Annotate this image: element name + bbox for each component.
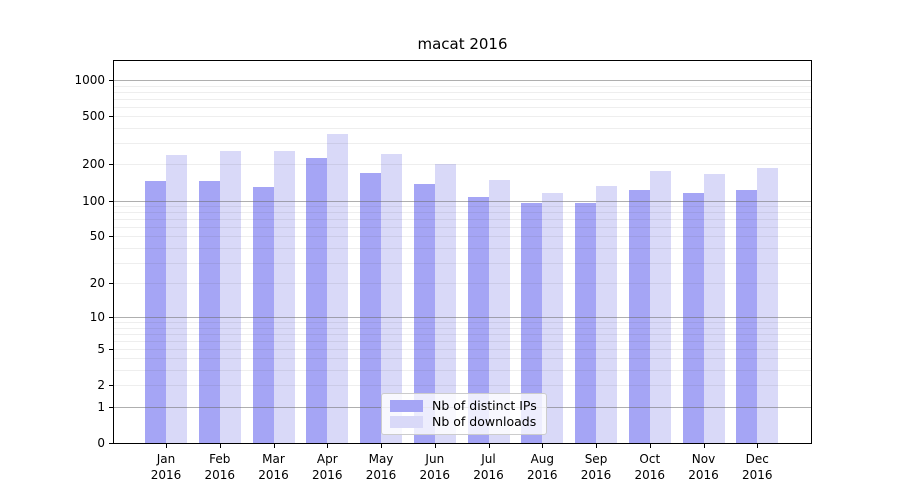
x-tick-label: Nov 2016 [688, 452, 719, 482]
y-tick-mark [109, 406, 114, 408]
x-tick-label: Dec 2016 [742, 452, 773, 482]
chart-title: macat 2016 [417, 35, 508, 53]
y-tick-label: 50 [89, 229, 105, 244]
x-tick-mark [219, 443, 221, 448]
legend-swatch-distinct-ips [390, 400, 423, 412]
x-tick-mark [434, 443, 436, 448]
bar-jun-downloads [434, 164, 456, 443]
minor-gridline [114, 116, 811, 118]
x-tick-label: Jul 2016 [473, 452, 504, 482]
y-tick-mark [109, 116, 114, 118]
bar-sep-distinct-ips [575, 203, 596, 443]
y-tick-label: 500 [82, 109, 105, 124]
y-tick-label: 1 [97, 399, 105, 414]
major-gridline [114, 79, 811, 81]
x-tick-mark [381, 443, 382, 448]
y-tick-label: 5 [97, 341, 105, 356]
x-tick-label: Oct 2016 [634, 452, 666, 482]
x-tick-mark [596, 443, 597, 448]
minor-gridline [114, 164, 811, 166]
y-tick-mark [109, 317, 114, 318]
x-tick-label: Aug 2016 [527, 452, 558, 482]
bar-nov-distinct-ips [682, 193, 704, 443]
minor-gridline [114, 106, 811, 108]
x-tick-mark [273, 443, 275, 448]
x-tick-label: Apr 2016 [312, 452, 343, 482]
y-tick-mark [109, 79, 114, 81]
y-tick-label: 100 [82, 193, 105, 208]
legend: Nb of distinct IPs Nb of downloads [381, 393, 547, 435]
bar-nov-downloads [703, 174, 725, 443]
bar-apr-distinct-ips [306, 158, 328, 443]
y-tick-mark [109, 283, 114, 284]
y-tick-label: 20 [89, 276, 105, 290]
minor-gridline [114, 91, 811, 93]
bar-oct-distinct-ips [628, 189, 650, 443]
x-tick-label: Jun 2016 [419, 452, 451, 482]
bar-jul-distinct-ips [467, 196, 489, 443]
bar-jul-downloads [488, 180, 510, 443]
legend-entry-downloads: Nb of downloads [390, 414, 537, 430]
plot-area [113, 60, 812, 444]
bar-may-distinct-ips [360, 172, 381, 443]
bar-jan-downloads [166, 154, 187, 443]
bar-aug-distinct-ips [521, 202, 543, 443]
legend-label-distinct-ips: Nb of distinct IPs [432, 398, 537, 413]
bar-jun-distinct-ips [413, 183, 435, 443]
bar-jan-distinct-ips [145, 181, 166, 443]
bar-sep-downloads [596, 186, 617, 443]
y-tick-mark [109, 200, 114, 202]
x-tick-mark [542, 443, 544, 448]
x-tick-label: Jan 2016 [150, 452, 182, 482]
minor-gridline [114, 143, 811, 145]
x-tick-mark [649, 443, 651, 448]
y-tick-label: 10 [89, 310, 105, 324]
y-tick-label: 200 [82, 157, 105, 172]
y-tick-mark [109, 443, 114, 444]
x-tick-mark [327, 443, 329, 448]
bar-aug-downloads [542, 193, 564, 443]
x-tick-mark [488, 443, 490, 448]
minor-gridline [114, 85, 811, 87]
y-tick-label: 2 [97, 378, 105, 393]
x-tick-label: May 2016 [365, 452, 397, 482]
bar-feb-distinct-ips [198, 181, 220, 443]
x-tick-label: Sep 2016 [580, 452, 612, 482]
minor-gridline [114, 98, 811, 100]
bar-dec-downloads [757, 168, 779, 443]
bar-apr-downloads [327, 133, 349, 443]
legend-entry-distinct-ips: Nb of distinct IPs [390, 398, 537, 414]
legend-swatch-downloads [390, 416, 423, 428]
x-tick-mark [166, 443, 167, 448]
y-tick-mark [109, 164, 114, 166]
y-tick-mark [109, 385, 114, 387]
y-tick-mark [109, 236, 114, 238]
bar-feb-downloads [219, 150, 241, 443]
legend-label-downloads: Nb of downloads [432, 414, 537, 429]
x-tick-mark [757, 443, 759, 448]
y-tick-mark [109, 348, 114, 350]
x-tick-label: Feb 2016 [204, 452, 236, 482]
x-tick-label: Mar 2016 [258, 452, 289, 482]
x-tick-mark [703, 443, 705, 448]
bar-mar-downloads [273, 150, 295, 443]
bar-may-downloads [381, 153, 402, 443]
minor-gridline [114, 128, 811, 129]
bar-mar-distinct-ips [252, 186, 274, 443]
bar-dec-distinct-ips [736, 190, 758, 443]
y-tick-label: 1000 [74, 72, 105, 87]
y-tick-label: 0 [97, 436, 105, 450]
bar-oct-downloads [649, 171, 671, 443]
